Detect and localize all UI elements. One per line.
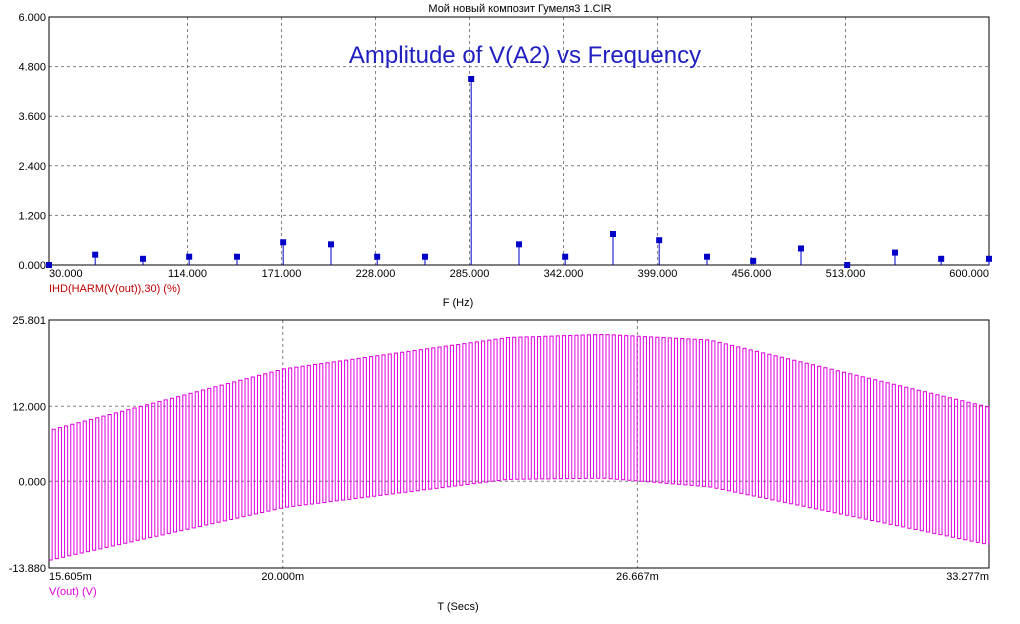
bottom-x-tick-labels: 15.605m 20.000m 26.667m 33.277m bbox=[49, 571, 989, 583]
bottom-x-tick-label: 26.667m bbox=[616, 571, 659, 583]
top-x-tick-label: 114.000 bbox=[168, 268, 207, 280]
stem-marker bbox=[798, 245, 804, 252]
bottom-y-tick-labels: -13.880 0.000 12.000 25.801 bbox=[9, 315, 46, 575]
stem-marker bbox=[704, 253, 710, 260]
stem-marker bbox=[986, 255, 992, 262]
stem-marker bbox=[750, 257, 757, 264]
top-x-axis-label: F (Hz) bbox=[443, 297, 474, 309]
top-x-tick-label: 399.000 bbox=[638, 268, 678, 280]
top-y-tick-labels: 0.000 1.200 2.400 3.600 4.800 6.000 bbox=[18, 12, 46, 272]
top-y-tick-label: 0.000 bbox=[18, 260, 46, 272]
chart-annotation: Amplitude of V(A2) vs Frequency bbox=[349, 42, 701, 69]
top-x-tick-label: 171.000 bbox=[262, 268, 302, 280]
stem-marker bbox=[374, 253, 381, 260]
stem-marker bbox=[844, 262, 851, 268]
top-series-legend[interactable]: IHD(HARM(V(out)),30) (%) bbox=[49, 283, 180, 295]
stem-marker bbox=[610, 231, 616, 237]
bottom-series-legend[interactable]: V(out) (V) bbox=[49, 586, 97, 598]
top-y-tick-label: 4.800 bbox=[18, 62, 46, 74]
top-y-tick-label: 6.000 bbox=[18, 12, 46, 24]
stem-marker bbox=[422, 253, 428, 260]
top-stems bbox=[46, 76, 992, 268]
bottom-y-tick-label: 12.000 bbox=[12, 401, 46, 413]
bottom-x-tick-label: 33.277m bbox=[946, 571, 989, 583]
top-x-tick-label: 285.000 bbox=[450, 268, 490, 280]
top-x-tick-label: 30.000 bbox=[49, 268, 83, 280]
time-domain-chart: 15.605m 20.000m 26.667m 33.277m -13.880 0.00… bbox=[9, 315, 990, 613]
stem-marker bbox=[562, 253, 569, 260]
top-x-tick-label: 228.000 bbox=[356, 268, 396, 280]
bottom-x-tick-label: 20.000m bbox=[261, 571, 304, 583]
top-y-tick-label: 2.400 bbox=[18, 161, 46, 173]
stem-marker bbox=[328, 241, 334, 248]
stem-marker bbox=[280, 239, 287, 246]
stem-marker bbox=[46, 262, 52, 268]
bottom-x-axis-label: T (Secs) bbox=[437, 601, 478, 613]
stem-marker bbox=[140, 255, 146, 262]
stem-marker bbox=[938, 255, 945, 262]
window-title: Мой новый композит Гумеля3 1.CIR bbox=[428, 3, 611, 15]
top-x-tick-label: 513.000 bbox=[826, 268, 866, 280]
stem-marker bbox=[186, 253, 193, 260]
top-x-tick-label: 600.000 bbox=[949, 268, 989, 280]
top-x-tick-labels: 30.000 114.000 171.000 228.000 285.000 342.00… bbox=[49, 268, 989, 280]
stem-marker bbox=[892, 249, 898, 256]
stem-marker bbox=[516, 241, 522, 248]
bottom-x-tick-label: 15.605m bbox=[49, 571, 92, 583]
bottom-y-tick-label: -13.880 bbox=[9, 563, 46, 575]
top-x-tick-label: 456.000 bbox=[732, 268, 772, 280]
bottom-y-tick-label: 0.000 bbox=[18, 476, 46, 488]
top-y-tick-label: 1.200 bbox=[18, 210, 46, 222]
top-x-tick-label: 342.000 bbox=[544, 268, 584, 280]
vout-series-line bbox=[49, 333, 990, 561]
harmonic-stem-chart: 30.000 114.000 171.000 228.000 285.000 342.00… bbox=[18, 12, 992, 309]
stem-marker bbox=[468, 76, 475, 82]
top-y-tick-label: 3.600 bbox=[18, 111, 46, 123]
stem-marker bbox=[234, 253, 240, 260]
stem-marker bbox=[92, 251, 99, 258]
top-grid bbox=[49, 17, 989, 265]
bottom-y-tick-label: 25.801 bbox=[12, 315, 46, 327]
stem-marker bbox=[656, 237, 663, 244]
